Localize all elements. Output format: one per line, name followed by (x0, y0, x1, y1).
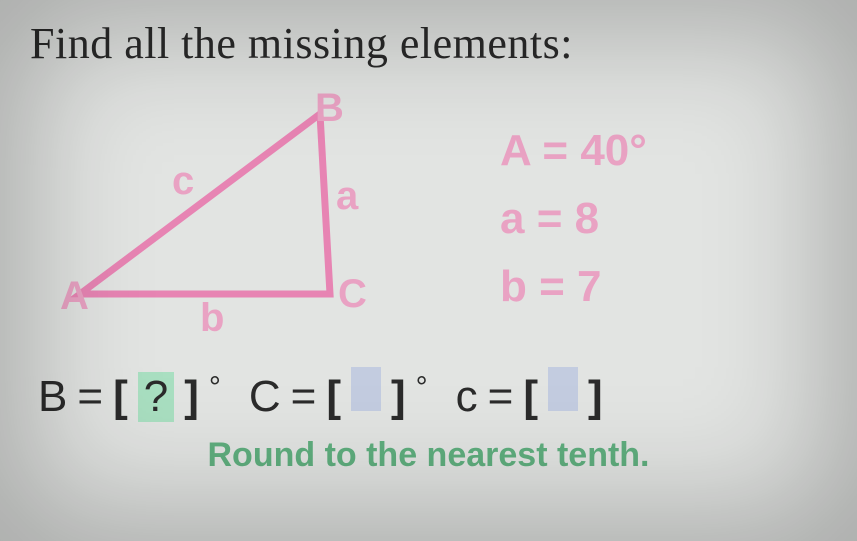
answer-C: C = [ ]° (249, 367, 428, 422)
answer-c-input[interactable] (548, 367, 578, 411)
answer-B-input[interactable]: ? (138, 372, 174, 422)
given-b-label: b (500, 262, 527, 311)
answer-B-unit: ° (209, 371, 221, 405)
vertex-label-A: A (60, 274, 89, 319)
vertex-label-B: B (315, 86, 344, 131)
side-label-a: a (336, 174, 358, 219)
side-label-b: b (200, 296, 224, 341)
given-b: b = 7 (500, 262, 647, 312)
answer-C-label: C (249, 372, 281, 422)
side-label-c: c (172, 159, 194, 204)
page-title: Find all the missing elements: (30, 18, 827, 69)
answer-row: B = [?]° C = [ ]° c = [ ] (30, 367, 827, 422)
answer-B: B = [?]° (38, 372, 221, 422)
given-A: A = 40° (500, 126, 647, 176)
answer-c-label: c (456, 372, 478, 422)
answer-C-input[interactable] (351, 367, 381, 411)
given-a-value: 8 (575, 194, 599, 243)
given-A-value: 40° (580, 126, 647, 175)
answer-C-unit: ° (416, 371, 428, 405)
triangle-diagram: A B C c a b (30, 94, 410, 334)
instruction-footer: Round to the nearest tenth. (30, 436, 827, 475)
given-b-value: 7 (577, 262, 601, 311)
answer-c: c = [ ] (456, 367, 603, 422)
answer-B-label: B (38, 372, 67, 422)
given-a-label: a (500, 194, 524, 243)
given-A-label: A (500, 126, 530, 175)
given-a: a = 8 (500, 194, 647, 244)
given-values: A = 40° a = 8 b = 7 (500, 126, 647, 312)
vertex-label-C: C (338, 272, 367, 317)
content-row: A B C c a b A = 40° a = 8 b = 7 (30, 89, 827, 339)
